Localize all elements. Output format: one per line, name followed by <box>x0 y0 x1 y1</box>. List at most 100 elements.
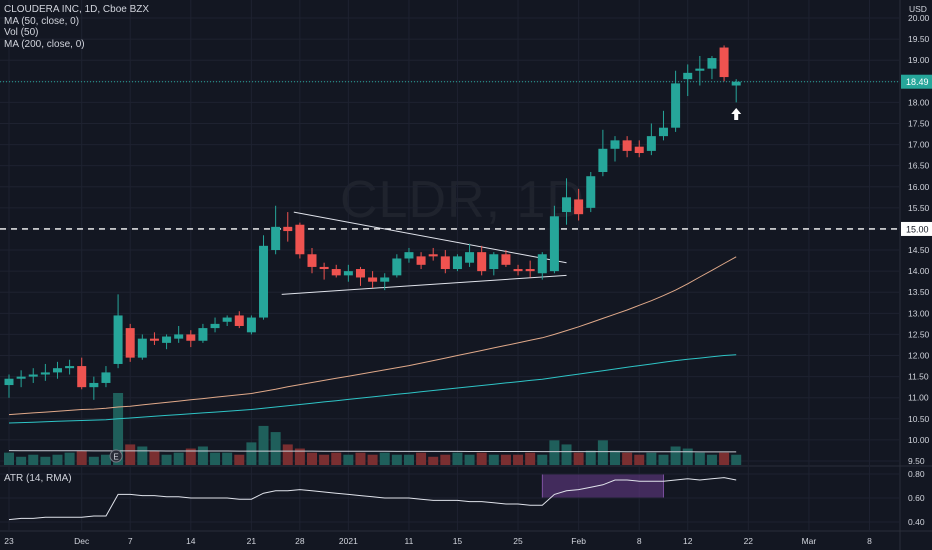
volume-bar <box>610 450 620 465</box>
candle-body <box>40 372 50 375</box>
volume-bar <box>355 452 366 465</box>
y-tick-label: 19.00 <box>908 55 930 65</box>
candle-body <box>77 366 87 388</box>
volume-bar <box>646 452 657 465</box>
legend-ma200[interactable]: MA (200, close, 0) <box>4 38 85 50</box>
volume-bar <box>537 454 548 465</box>
y-tick-label: 10.50 <box>908 414 930 424</box>
candle-body <box>428 254 438 257</box>
candle-body <box>610 140 620 149</box>
candle-body <box>549 216 559 272</box>
candle-body <box>52 368 62 373</box>
candle-body <box>695 68 705 71</box>
volume-bar <box>476 452 487 465</box>
atr-tick-label: 0.80 <box>908 469 925 479</box>
volume-bar <box>658 454 669 465</box>
candle-body <box>477 252 487 272</box>
candle-body <box>440 256 450 270</box>
y-tick-label: 12.00 <box>908 351 930 361</box>
volume-bar <box>513 454 524 465</box>
legend-vol[interactable]: Vol (50) <box>4 27 39 38</box>
x-tick-label: 28 <box>295 536 305 546</box>
legend-ma50[interactable]: MA (50, close, 0) <box>4 15 80 27</box>
y-tick-label: 11.50 <box>908 372 929 382</box>
candle-body <box>355 269 365 278</box>
candle-body <box>234 315 244 326</box>
volume-bar <box>234 454 245 465</box>
candle-body <box>210 323 220 329</box>
earnings-marker <box>109 449 123 463</box>
volume-bar <box>28 454 39 465</box>
volume-bar <box>694 452 705 465</box>
x-tick-label: Feb <box>571 536 586 546</box>
candle-body <box>125 328 135 358</box>
candle-body <box>198 328 208 341</box>
candle-body <box>246 317 256 333</box>
x-tick-label: 21 <box>247 536 257 546</box>
candles <box>4 45 741 400</box>
y-tick-label: 17.50 <box>908 118 930 128</box>
candle-body <box>89 382 99 388</box>
volume-bar <box>161 454 172 465</box>
atr-legend[interactable]: ATR (14, RMA) <box>4 473 72 484</box>
candle-body <box>113 315 123 364</box>
volume-bar <box>40 456 51 465</box>
candle-body <box>707 58 717 69</box>
candle-body <box>416 256 426 265</box>
x-tick-label: 8 <box>867 536 872 546</box>
y-tick-label: 10.00 <box>908 435 930 445</box>
volume-bar <box>125 444 136 465</box>
volume-bar <box>719 452 730 465</box>
volume-bar <box>197 446 208 465</box>
volume-bar <box>4 452 14 465</box>
y-tick-label: 16.50 <box>908 161 930 171</box>
volume-bar <box>88 456 99 465</box>
volume-bar <box>149 450 160 465</box>
volume-bar <box>379 452 390 465</box>
volume-bar <box>113 393 124 465</box>
y-tick-label: 20.00 <box>908 13 930 23</box>
volume-bar <box>52 454 63 465</box>
volume-bar <box>682 448 693 465</box>
candle-body <box>525 269 535 272</box>
volume-bar <box>270 432 281 465</box>
volume-bar <box>294 448 305 465</box>
volume-bar <box>585 450 596 465</box>
volume-bar <box>622 452 633 465</box>
candle-body <box>586 176 596 208</box>
ma200-line <box>8 354 737 424</box>
atr-tick-label: 0.40 <box>908 517 925 527</box>
x-tick-label: 2021 <box>339 536 358 546</box>
level-tag <box>901 221 932 236</box>
volume-bar <box>222 452 233 465</box>
candle-body <box>452 256 462 270</box>
level-tag-label: 15.00 <box>906 224 929 234</box>
volume-bar <box>258 425 269 465</box>
y-tick-label: 14.00 <box>908 266 930 276</box>
candle-body <box>646 136 656 151</box>
volume-bar <box>173 452 184 465</box>
candle-body <box>731 81 741 86</box>
volume-bar <box>597 440 608 465</box>
volume-bars <box>4 393 742 465</box>
candle-body <box>719 47 729 78</box>
y-tick-label: 17.00 <box>908 140 930 150</box>
volume-bar <box>525 452 536 465</box>
up-arrow-icon <box>731 108 742 121</box>
legend-symbol[interactable]: CLOUDERA INC, 1D, Cboe BZX <box>4 4 150 15</box>
candle-body <box>501 254 511 265</box>
candle-body <box>295 224 305 255</box>
ma50-line <box>8 256 737 416</box>
candle-body <box>162 336 172 343</box>
last-price-tag <box>901 74 932 89</box>
candle-body <box>634 146 644 154</box>
volume-bar <box>561 444 572 465</box>
candle-body <box>222 317 232 322</box>
candle-body <box>271 226 281 251</box>
atr-tick-label: 0.60 <box>908 493 925 503</box>
candle-body <box>283 226 293 232</box>
volume-bar <box>440 454 451 465</box>
earnings-marker-label: E <box>113 453 118 462</box>
